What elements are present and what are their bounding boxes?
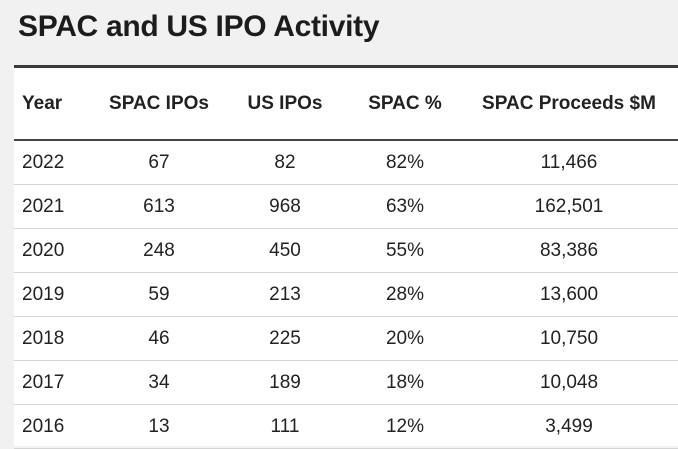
- spac-ipo-table: Year SPAC IPOs US IPOs SPAC % SPAC Proce…: [14, 65, 678, 449]
- cell-spac-percent: 12%: [350, 404, 460, 449]
- cell-us-ipos: 111: [220, 404, 350, 449]
- cell-spac-proceeds: 83,386: [460, 228, 678, 273]
- cell-spac-percent: 18%: [350, 360, 460, 405]
- cell-spac-proceeds: 162,501: [460, 184, 678, 229]
- cell-year: 2021: [14, 184, 98, 229]
- cell-us-ipos: 968: [220, 184, 350, 229]
- cell-year: 2018: [14, 316, 98, 361]
- cell-year: 2020: [14, 228, 98, 273]
- header-spac-proceeds: SPAC Proceeds $M: [460, 68, 678, 141]
- table-header-row: Year SPAC IPOs US IPOs SPAC % SPAC Proce…: [14, 68, 678, 141]
- table-row: 2022 67 82 82% 11,466: [14, 140, 678, 185]
- cell-us-ipos: 189: [220, 360, 350, 405]
- cell-spac-ipos: 59: [98, 272, 220, 317]
- cell-spac-proceeds: 10,750: [460, 316, 678, 361]
- cell-spac-proceeds: 3,499: [460, 404, 678, 449]
- cell-spac-ipos: 67: [98, 140, 220, 185]
- table-row: 2020 248 450 55% 83,386: [14, 228, 678, 273]
- cell-spac-proceeds: 11,466: [460, 140, 678, 185]
- cell-spac-percent: 63%: [350, 184, 460, 229]
- table-row: 2018 46 225 20% 10,750: [14, 316, 678, 361]
- cell-spac-percent: 82%: [350, 140, 460, 185]
- cell-spac-proceeds: 13,600: [460, 272, 678, 317]
- table-row: 2019 59 213 28% 13,600: [14, 272, 678, 317]
- cell-year: 2022: [14, 140, 98, 185]
- page-title: SPAC and US IPO Activity: [18, 10, 380, 43]
- cell-spac-ipos: 34: [98, 360, 220, 405]
- table-row: 2021 613 968 63% 162,501: [14, 184, 678, 229]
- cell-us-ipos: 82: [220, 140, 350, 185]
- cell-us-ipos: 213: [220, 272, 350, 317]
- cell-year: 2017: [14, 360, 98, 405]
- cell-spac-ipos: 613: [98, 184, 220, 229]
- header-us-ipos: US IPOs: [220, 68, 350, 141]
- cell-us-ipos: 225: [220, 316, 350, 361]
- table-row: 2016 13 111 12% 3,499: [14, 404, 678, 449]
- cell-us-ipos: 450: [220, 228, 350, 273]
- cell-spac-ipos: 248: [98, 228, 220, 273]
- cell-spac-percent: 28%: [350, 272, 460, 317]
- cell-spac-percent: 55%: [350, 228, 460, 273]
- cell-spac-proceeds: 10,048: [460, 360, 678, 405]
- data-table: Year SPAC IPOs US IPOs SPAC % SPAC Proce…: [14, 68, 678, 449]
- cell-spac-percent: 20%: [350, 316, 460, 361]
- cell-year: 2019: [14, 272, 98, 317]
- table-row: 2017 34 189 18% 10,048: [14, 360, 678, 405]
- header-spac-ipos: SPAC IPOs: [98, 68, 220, 141]
- cell-spac-ipos: 46: [98, 316, 220, 361]
- cell-spac-ipos: 13: [98, 404, 220, 449]
- header-spac-percent: SPAC %: [350, 68, 460, 141]
- header-year: Year: [14, 68, 98, 141]
- cell-year: 2016: [14, 404, 98, 449]
